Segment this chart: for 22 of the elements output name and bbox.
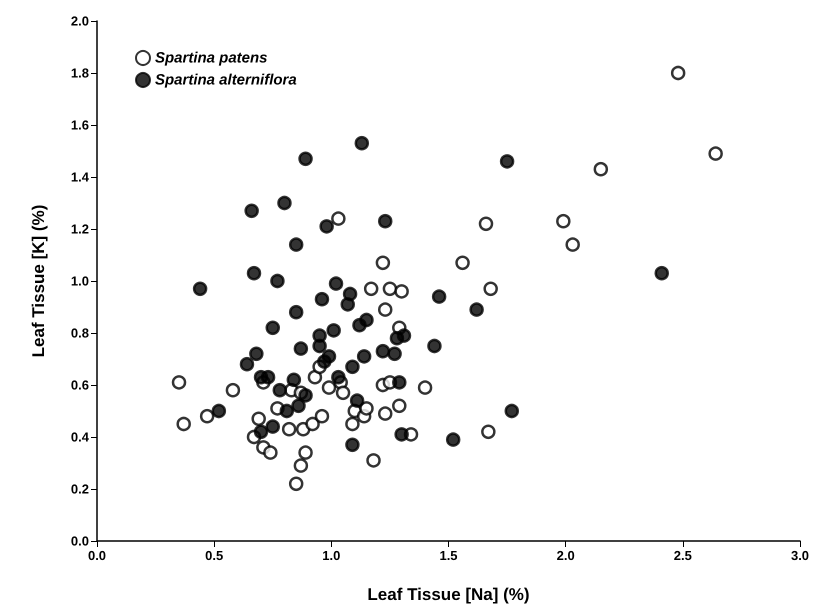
y-tick-label: 0.0: [70, 534, 89, 548]
y-tick-label: 1.8: [70, 66, 89, 80]
y-tick-label: 1.6: [70, 118, 89, 132]
x-axis-title: Leaf Tissue [Na] (%): [367, 585, 530, 604]
y-tick-label: 0.8: [70, 326, 89, 340]
legend-label: Spartina patens: [155, 50, 268, 66]
x-tick-label: 2.0: [556, 548, 575, 563]
x-tick-label: 1.5: [439, 548, 458, 563]
legend-label: Spartina alterniflora: [155, 72, 297, 88]
y-tick-label: 0.2: [70, 482, 89, 496]
x-tick-label: 1.0: [322, 548, 340, 563]
x-tick-label: 2.5: [674, 548, 692, 563]
y-tick-label: 0.4: [70, 430, 90, 444]
y-tick-label: 1.0: [70, 274, 89, 288]
y-tick-label: 1.4: [70, 170, 90, 184]
y-tick-label: 0.6: [70, 378, 89, 392]
x-tick-label: 0.0: [88, 548, 106, 563]
y-tick-label: 2.0: [70, 14, 89, 28]
x-tick-label: 3.0: [790, 548, 810, 563]
y-axis-title: Leaf Tissue [K] (%): [29, 204, 48, 358]
y-tick-label: 1.2: [70, 222, 89, 236]
x-tick-label: 0.5: [205, 548, 224, 563]
